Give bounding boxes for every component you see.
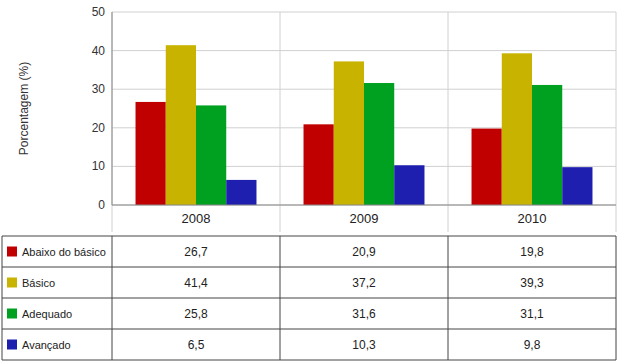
table-value: 25,8: [184, 307, 208, 321]
table-value: 6,5: [188, 338, 205, 352]
bar: [166, 45, 196, 205]
table-line: [112, 236, 113, 360]
table-line: [280, 236, 281, 360]
table-value: 10,3: [352, 338, 376, 352]
table-value: 9,8: [524, 338, 541, 352]
legend-label: Adequado: [22, 308, 72, 320]
bar: [532, 85, 562, 205]
table-value: 31,1: [520, 307, 544, 321]
chart: 0 10 20 30 40 50 Porcentagem (%) 2008 2009 2010 Ab…: [0, 0, 629, 364]
table-line: [2, 236, 616, 237]
bar: [364, 83, 394, 205]
table-value: 37,2: [352, 276, 376, 290]
group-divider: [616, 12, 617, 232]
bar: [472, 129, 502, 205]
bar: [196, 105, 226, 205]
tick-label: 20: [92, 121, 106, 135]
bar: [304, 124, 334, 205]
group-divider: [448, 12, 449, 232]
legend-swatch: [7, 340, 17, 350]
y-axis-label: Porcentagem (%): [17, 62, 31, 155]
legend-swatch: [7, 278, 17, 288]
table-line: [2, 360, 616, 361]
table-line: [616, 236, 617, 360]
tick-label: 50: [92, 5, 106, 19]
legend-label: Abaixo do básico: [22, 246, 106, 258]
y-axis: [112, 12, 113, 205]
bar: [394, 165, 424, 205]
tick-label: 10: [92, 159, 106, 173]
bar: [226, 180, 256, 205]
grid-line: [112, 12, 616, 13]
legend-label: Básico: [22, 277, 55, 289]
table-line: [2, 267, 616, 268]
grid-line: [112, 205, 616, 206]
tick-label: 30: [92, 82, 106, 96]
data-table: Abaixo do básico 26,7 20,9 19,8 Básico 41,4 37…: [2, 236, 616, 360]
category-label: 2009: [350, 211, 379, 226]
tick-label: 40: [92, 44, 106, 58]
bars: [136, 45, 593, 205]
table-value: 26,7: [184, 245, 208, 259]
bar: [136, 102, 166, 205]
bar: [334, 61, 364, 205]
group-divider: [280, 12, 281, 232]
tick-label: 0: [98, 198, 105, 212]
table-line: [2, 329, 616, 330]
bar: [502, 53, 532, 205]
legend-swatch: [7, 309, 17, 319]
table-value: 19,8: [520, 245, 544, 259]
bar: [562, 167, 592, 205]
legend-swatch: [7, 247, 17, 257]
grid: [112, 12, 616, 232]
table-line: [2, 236, 3, 360]
group-divider: [112, 12, 113, 232]
table-line: [2, 298, 616, 299]
x-axis: [112, 205, 616, 206]
table-value: 39,3: [520, 276, 544, 290]
table-value: 41,4: [184, 276, 208, 290]
table-line: [448, 236, 449, 360]
category-label: 2010: [518, 211, 547, 226]
legend-label: Avançado: [22, 339, 71, 351]
table-value: 20,9: [352, 245, 376, 259]
table-value: 31,6: [352, 307, 376, 321]
category-label: 2008: [182, 211, 211, 226]
